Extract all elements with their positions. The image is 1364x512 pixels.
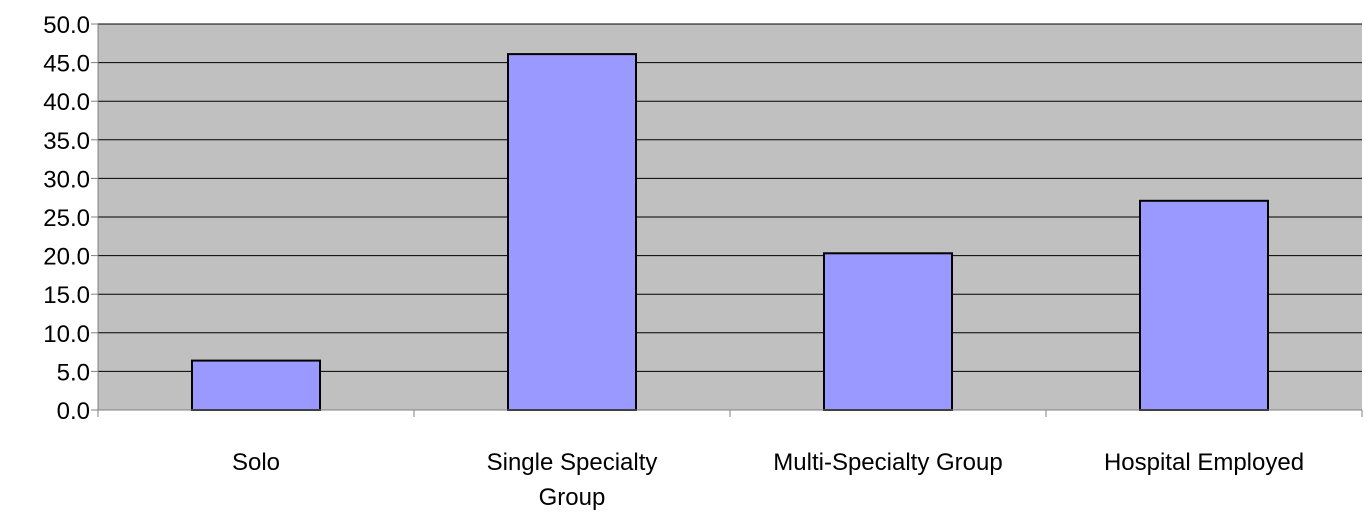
y-tick-label: 15.0 xyxy=(43,282,90,309)
bar xyxy=(191,359,321,412)
y-tick-label: 45.0 xyxy=(43,51,90,78)
y-tick-label: 50.0 xyxy=(43,12,90,39)
bar xyxy=(823,252,953,411)
bar xyxy=(507,53,637,411)
bars xyxy=(191,53,1269,412)
y-tick-label: 0.0 xyxy=(57,398,90,425)
y-tick-label: 5.0 xyxy=(57,359,90,386)
y-tick-label: 25.0 xyxy=(43,205,90,232)
y-tick-label: 20.0 xyxy=(43,244,90,271)
gridlines xyxy=(98,23,1362,372)
x-tick-label: Hospital Employed xyxy=(1104,449,1304,476)
bar xyxy=(1139,199,1269,411)
x-tick-label: Multi-Specialty Group xyxy=(773,449,1002,476)
x-tick-label: Solo xyxy=(232,449,280,476)
x-tick-labels: Solo Single Specialty Group Multi-Specialty… xyxy=(232,449,1304,511)
y-tick-label: 35.0 xyxy=(43,128,90,155)
y-tick-label: 10.0 xyxy=(43,321,90,348)
x-tick-label: Single Specialty xyxy=(487,449,658,476)
y-tick-label: 30.0 xyxy=(43,166,90,193)
y-tick-label: 40.0 xyxy=(43,89,90,116)
y-tick-labels: 0.0 5.0 10.0 15.0 20.0 25.0 30.0 35.0 40.0 45.0 50… xyxy=(43,12,90,425)
axes xyxy=(91,23,1363,417)
x-tick-label: Group xyxy=(539,484,606,511)
